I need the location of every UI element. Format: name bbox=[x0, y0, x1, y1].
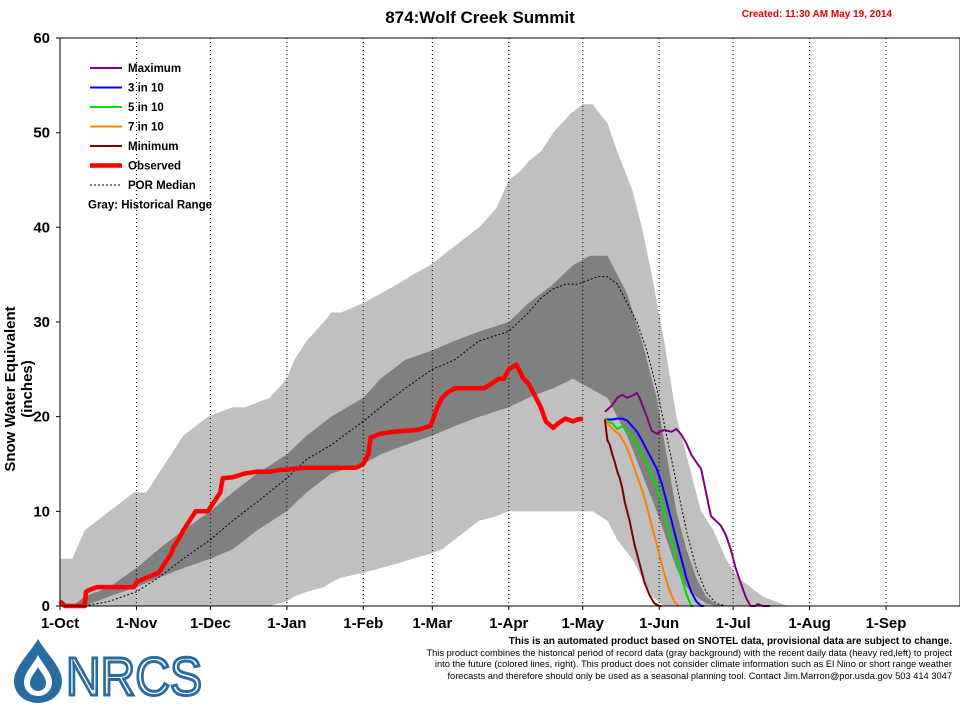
legend-label-3-in-10: 3 in 10 bbox=[128, 83, 164, 95]
series-observed bbox=[58, 362, 584, 609]
disclaimer-line-3: into the future (colored lines, right). … bbox=[434, 659, 952, 669]
plot-area: 0 10 20 30 40 50 60 1-Oct 1-Nov 1-Dec 1-Jan 1-Feb 1-… bbox=[33, 30, 960, 632]
y-tick-label-60: 60 bbox=[33, 30, 50, 47]
disclaimer-line-2: This product combines the historical per… bbox=[426, 647, 952, 658]
legend-label-5-in-10: 5 in 10 bbox=[128, 102, 164, 114]
chart-title: 874:Wolf Creek Summit bbox=[385, 8, 575, 27]
disclaimer: This is an automated product based on SN… bbox=[306, 636, 952, 682]
series-minimum bbox=[603, 419, 662, 607]
disclaimer-line-4: forecasts and therefore should only be u… bbox=[447, 670, 952, 681]
y-tick-label-20: 20 bbox=[33, 409, 50, 426]
x-tick-label-1-Jan: 1-Jan bbox=[267, 615, 306, 632]
x-tick-label-1-Nov: 1-Nov bbox=[116, 615, 158, 632]
y-axis-label: Snow Water Equivalent (inches) bbox=[2, 306, 36, 472]
legend-label-maximum: Maximum bbox=[128, 63, 181, 75]
x-tick-label-1-Sep: 1-Sep bbox=[866, 615, 907, 632]
legend-label-observed: Observed bbox=[128, 161, 181, 173]
nrcs-logo: NRCS bbox=[14, 639, 204, 705]
y-tick-label-10: 10 bbox=[33, 503, 50, 520]
series-5-in-10 bbox=[604, 418, 694, 607]
logo-text: NRCS bbox=[66, 647, 202, 705]
x-tick-label-1-Oct: 1-Oct bbox=[41, 615, 79, 632]
created-timestamp: Created: 11:30 AM May 19, 2014 bbox=[741, 9, 892, 20]
legend-label-7-in-10: 7 in 10 bbox=[128, 122, 164, 134]
series-7-in-10 bbox=[604, 418, 680, 607]
legend-label-minimum: Minimum bbox=[128, 141, 178, 153]
x-tick-label-1-Dec: 1-Dec bbox=[190, 615, 231, 632]
x-tick-label-1-Apr: 1-Apr bbox=[489, 615, 528, 632]
series-por-median bbox=[84, 276, 726, 607]
y-tick-label-0: 0 bbox=[42, 598, 50, 615]
y-tick-label-50: 50 bbox=[33, 125, 50, 142]
y-tick-label-30: 30 bbox=[33, 314, 50, 331]
x-tick-label-1-Jun: 1-Jun bbox=[639, 615, 679, 632]
x-tick-label-1-May: 1-May bbox=[561, 615, 604, 632]
legend-label-por-median: POR Median bbox=[128, 180, 196, 192]
y-tick-label-40: 40 bbox=[33, 219, 50, 236]
legend-note: Gray: Historical Range bbox=[88, 200, 212, 212]
series-3-in-10 bbox=[604, 417, 704, 607]
x-tick-label-1-Aug: 1-Aug bbox=[788, 615, 831, 632]
x-tick-label-1-Mar: 1-Mar bbox=[412, 615, 452, 632]
x-tick-label-1-Feb: 1-Feb bbox=[343, 615, 383, 632]
series-maximum bbox=[604, 392, 771, 607]
water-drop-icon bbox=[14, 639, 62, 703]
disclaimer-line-1: This is an automated product based on SN… bbox=[508, 636, 952, 647]
x-tick-label-1-Jul: 1-Jul bbox=[716, 615, 751, 632]
